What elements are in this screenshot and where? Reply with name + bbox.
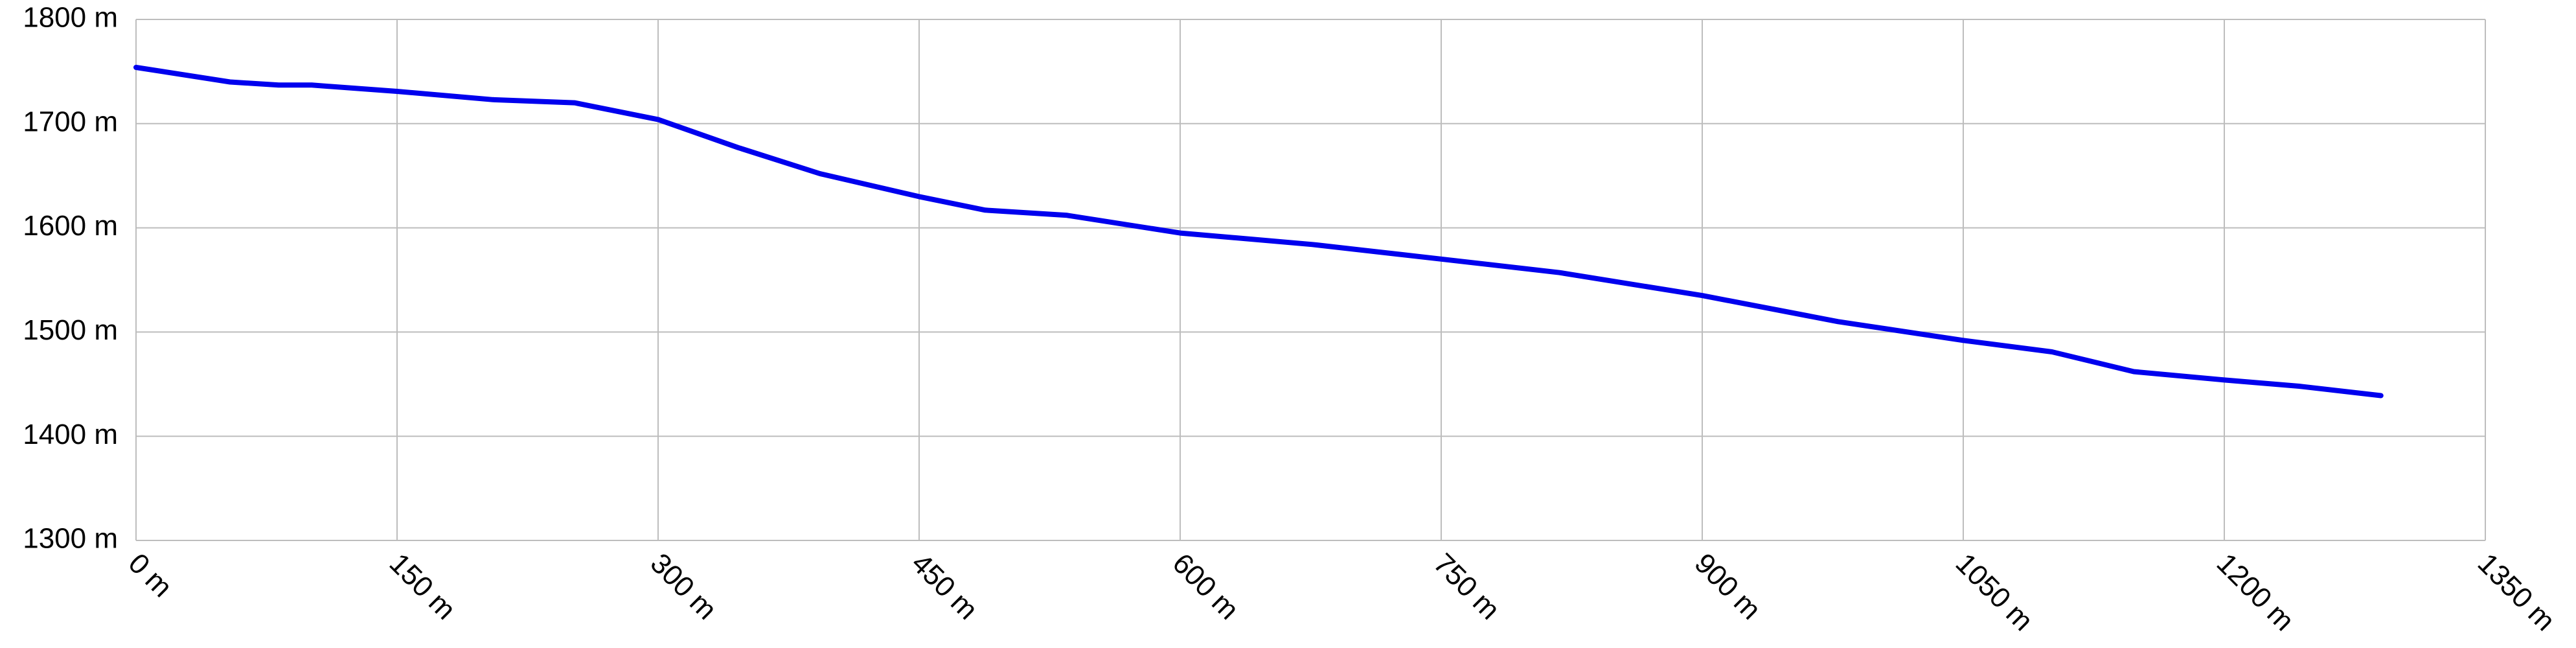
x-tick-label: 900 m: [1689, 548, 1767, 626]
x-tick-label: 600 m: [1167, 548, 1245, 626]
x-tick-label: 1350 m: [2472, 548, 2561, 637]
elevation-line: [133, 65, 2384, 399]
x-tick-label: 1050 m: [1950, 548, 2039, 637]
y-tick-label: 1300 m: [23, 523, 118, 555]
x-tick-label: 750 m: [1428, 548, 1506, 626]
x-tick-label: 450 m: [906, 548, 984, 626]
x-tick-label: 150 m: [383, 548, 462, 626]
x-tick-label: 1200 m: [2211, 548, 2300, 637]
y-tick-label: 1800 m: [23, 2, 118, 34]
y-tick-label: 1700 m: [23, 106, 118, 137]
y-tick-label: 1500 m: [23, 314, 118, 346]
y-tick-label: 1600 m: [23, 210, 118, 242]
x-tick-label: 300 m: [644, 548, 723, 626]
x-tick-label: 0 m: [122, 548, 179, 604]
y-tick-label: 1400 m: [23, 419, 118, 450]
